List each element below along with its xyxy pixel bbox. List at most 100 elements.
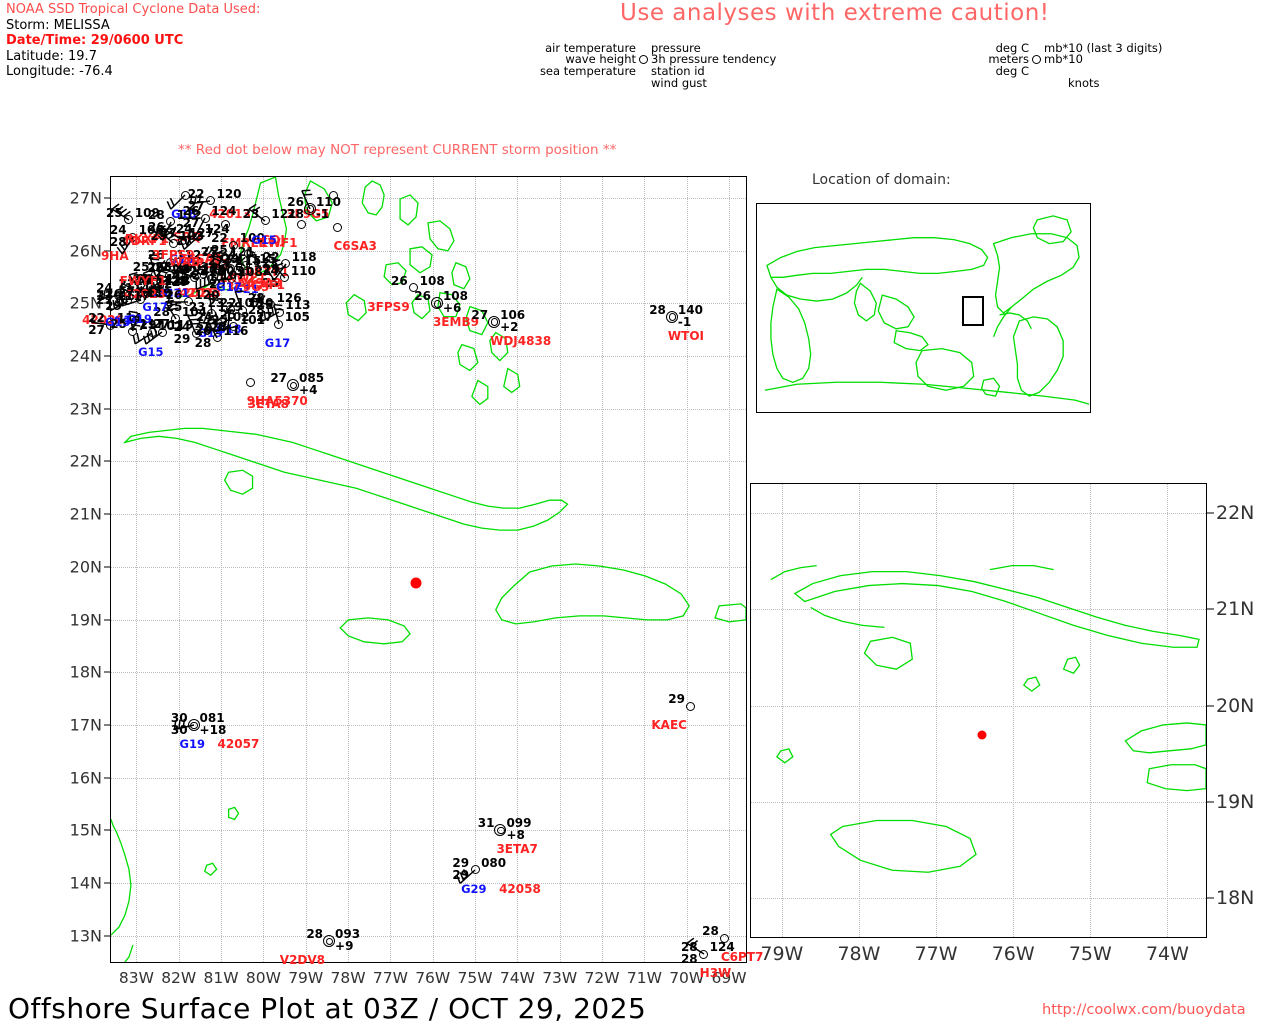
- legend-air-temperature: air temperature: [545, 40, 636, 55]
- gridline-vertical: [475, 177, 477, 962]
- station-ring-icon: [323, 934, 336, 947]
- station-air-temperature: 28: [702, 924, 719, 939]
- plot-title: Offshore Surface Plot at 03Z / OCT 29, 2…: [8, 992, 647, 1024]
- station-air-temperature: 28: [306, 926, 324, 941]
- region-y-axis-tick-mark: [1206, 705, 1214, 707]
- gridline-vertical: [263, 177, 265, 962]
- station-ring-icon: [287, 379, 300, 392]
- gridline-horizontal: [111, 408, 746, 410]
- station-pressure: 080: [481, 855, 507, 870]
- y-axis-tick-mark: [104, 408, 111, 410]
- station-sea-temperature: 28: [680, 952, 698, 967]
- caution-title: Use analyses with extreme caution!: [620, 0, 1050, 26]
- wind-barb-icon: [166, 194, 186, 211]
- gridline-horizontal: [751, 609, 1206, 611]
- x-axis-tick-label: 80W: [245, 969, 281, 987]
- station-pressure: 081: [199, 710, 225, 725]
- gridline-horizontal: [111, 514, 746, 516]
- y-axis-tick-label: 22N: [69, 451, 102, 471]
- region-x-axis-tick-label: 75W: [1068, 943, 1112, 965]
- station-air-temperature: 29: [668, 692, 685, 707]
- x-axis-tick-label: 69W: [711, 969, 747, 987]
- storm-longitude-line: Longitude: -76.4: [6, 64, 113, 79]
- station-ring-icon: [686, 701, 696, 711]
- legend-units-row-degc-mb: deg C mb*10 (last 3 digits): [985, 40, 1163, 55]
- gridline-horizontal: [751, 802, 1206, 804]
- region-y-axis-tick-mark: [1206, 897, 1214, 899]
- region-y-axis-tick-label: 18N: [1216, 887, 1255, 910]
- station-air-temperature: 31: [477, 816, 495, 831]
- legend-unit-mb10-last3: mb*10 (last 3 digits): [1044, 40, 1163, 55]
- gridline-vertical: [136, 177, 138, 962]
- y-axis-tick-mark: [104, 619, 111, 621]
- station-id-label: C6PT7: [720, 950, 764, 965]
- x-axis-tick-label: 78W: [330, 969, 366, 987]
- station-id-label: C6SA3: [333, 239, 377, 254]
- storm-position-dot: [410, 577, 422, 589]
- station-id-label: RKXF1: [244, 265, 289, 280]
- station-air-temperature: 27: [471, 307, 489, 322]
- wind-barb-icon: [173, 718, 194, 731]
- x-axis-tick-label: 76W: [415, 969, 451, 987]
- gridline-vertical: [221, 177, 223, 962]
- y-axis-tick-label: 14N: [69, 873, 102, 893]
- station-pressure: 085: [299, 371, 325, 386]
- station-pressure: 108: [442, 289, 469, 304]
- y-axis-tick-mark: [104, 671, 111, 673]
- region-x-axis-tick-label: 74W: [1145, 943, 1189, 965]
- gridline-horizontal: [751, 705, 1206, 707]
- station-pressure-tendency: +4: [299, 383, 318, 398]
- station-ring-icon: [494, 824, 507, 837]
- gridline-horizontal: [111, 672, 746, 674]
- gridline-horizontal: [111, 566, 746, 568]
- station-ring-icon: [180, 190, 190, 200]
- x-axis-tick-label: 75W: [457, 969, 493, 987]
- station-ring-icon: [488, 315, 501, 328]
- region-zoom-inset: 79W 78W 77W 76W 75W 74W 22N 21N 20N 19N 18N: [750, 483, 1254, 965]
- gridline-vertical: [936, 484, 938, 937]
- gridline-vertical: [305, 177, 307, 962]
- x-axis-tick-label: 81W: [203, 969, 239, 987]
- gridline-vertical: [781, 484, 783, 937]
- gridline-horizontal: [111, 724, 746, 726]
- storm-position-warning: ** Red dot below may NOT represent CURRE…: [178, 142, 617, 158]
- y-axis-tick-mark: [104, 355, 111, 357]
- region-inset-coastlines: [770, 564, 1206, 873]
- station-pressure-tendency: -1: [677, 314, 692, 329]
- station-air-temperature: 27: [270, 371, 288, 386]
- station-pressure: 106: [500, 307, 526, 322]
- station-ring-icon: [297, 219, 306, 229]
- station-pressure: 120: [216, 186, 242, 201]
- station-ring-icon-units: [1032, 54, 1041, 64]
- gridline-vertical: [729, 177, 731, 962]
- station-sea-temperature: 28: [287, 206, 304, 221]
- gridline-vertical: [858, 484, 860, 937]
- station-id-label: 3FPS9: [367, 299, 410, 314]
- legend-row-seatemp-stationid: sea temperature station id: [520, 64, 776, 78]
- station-ring-icon: [470, 865, 480, 875]
- legend-pressure: pressure: [651, 40, 701, 55]
- region-x-axis-tick-label: 79W: [760, 943, 804, 965]
- station-ring-icon: [328, 190, 338, 200]
- y-axis-tick-mark: [104, 882, 111, 884]
- station-wind-gust: G19: [179, 736, 205, 751]
- y-axis-tick-label: 24N: [69, 346, 102, 366]
- gridline-vertical: [178, 177, 180, 962]
- legend-row-airtemp-pressure: air temperature pressure: [520, 40, 776, 55]
- station-pressure-tendency: +9: [335, 938, 354, 953]
- gridline-horizontal: [111, 830, 746, 832]
- y-axis-tick-label: 25N: [69, 293, 102, 313]
- station-pressure: 140: [677, 302, 703, 317]
- y-axis-tick-label: 19N: [69, 610, 102, 630]
- station-pressure: 093: [335, 926, 361, 941]
- gridline-horizontal: [111, 461, 746, 463]
- source-url: http://coolwx.com/buoydata: [1042, 1002, 1246, 1018]
- legend-wind-gust: wind gust: [651, 75, 707, 90]
- station-ring-icon: [244, 248, 254, 258]
- y-axis-tick-label: 21N: [69, 504, 102, 524]
- legend-unit-deg-c-sea: deg C: [995, 63, 1029, 78]
- y-axis-tick-label: 18N: [69, 662, 102, 682]
- storm-datetime-line: Date/Time: 29/0600 UTC: [6, 33, 184, 48]
- x-axis-tick-label: 83W: [118, 969, 154, 987]
